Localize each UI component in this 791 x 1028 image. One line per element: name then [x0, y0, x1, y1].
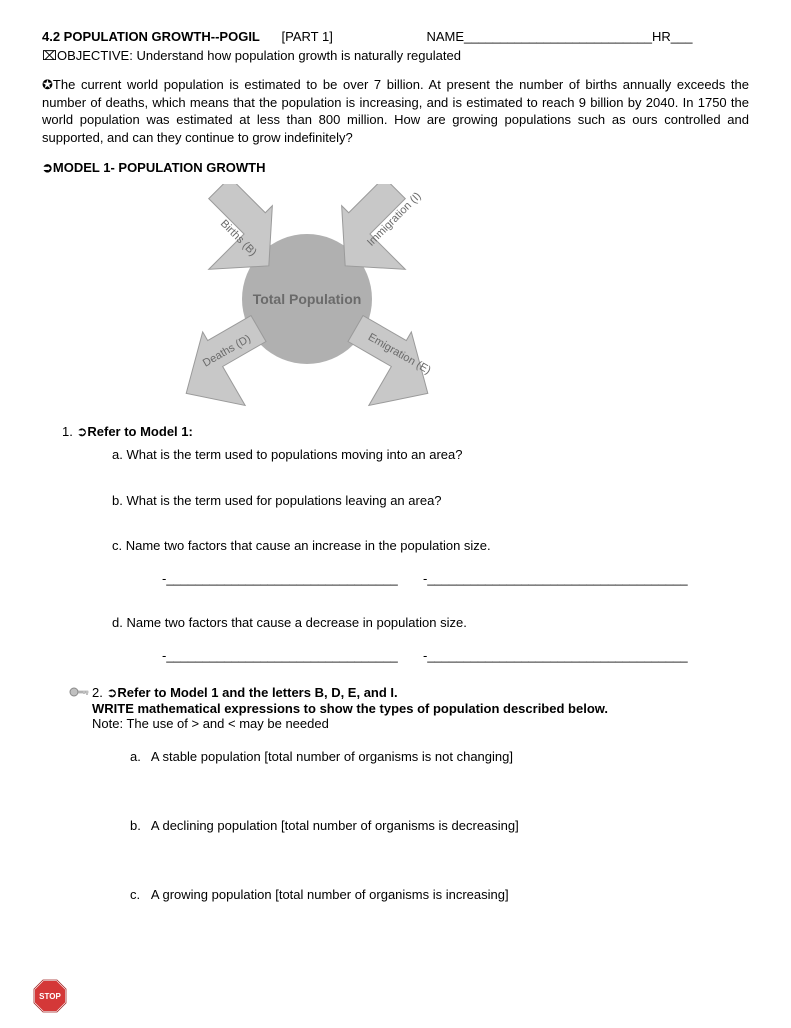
q2-a-lett: a.	[130, 749, 148, 764]
q2-b: b. A declining population [total number …	[130, 818, 749, 833]
q2-note: Note: The use of > and < may be needed	[92, 716, 749, 731]
q1c-blank1[interactable]: -________________________________	[162, 571, 398, 586]
q1-num: 1.	[62, 424, 73, 439]
objective-line: ⌧OBJECTIVE: Understand how population gr…	[42, 48, 749, 64]
q2-a-text: A stable population [total number of org…	[151, 749, 513, 764]
q1-d-blanks[interactable]: -________________________________ -_____…	[162, 648, 749, 663]
q1d-blank1[interactable]: -________________________________	[162, 648, 398, 663]
doc-title: 4.2 POPULATION GROWTH--POGIL	[42, 29, 260, 44]
q2-ref: Refer to Model 1 and the letters B, D, E…	[117, 685, 397, 700]
q1-bullet: ➲	[76, 424, 87, 439]
model-1-title: ➲MODEL 1- POPULATION GROWTH	[42, 160, 749, 176]
q2-b-text: A declining population [total number of …	[151, 818, 519, 833]
q1-d: d. Name two factors that cause a decreas…	[112, 614, 749, 632]
key-icon	[68, 683, 90, 701]
name-label: NAME	[426, 29, 464, 44]
name-blank[interactable]: __________________________	[464, 29, 652, 44]
question-2: 2. ➲Refer to Model 1 and the letters B, …	[42, 685, 749, 902]
q1-c: c. Name two factors that cause an increa…	[112, 537, 749, 555]
intro-bullet: ✪	[42, 77, 53, 92]
q2-num: 2.	[92, 685, 103, 700]
question-1: 1. ➲Refer to Model 1:	[62, 424, 749, 440]
q2-c-lett: c.	[130, 887, 148, 902]
intro-paragraph: ✪The current world population is estimat…	[42, 76, 749, 146]
model-text: MODEL 1- POPULATION GROWTH	[53, 160, 266, 175]
q1-ref: Refer to Model 1:	[87, 424, 192, 439]
diagram-center-label: Total Population	[253, 291, 362, 307]
q2-line2: WRITE mathematical expressions to show t…	[92, 701, 749, 716]
worksheet-page: 4.2 POPULATION GROWTH--POGIL [PART 1] NA…	[0, 0, 791, 1028]
stop-sign-icon: STOP	[32, 978, 68, 1014]
q1c-blank2[interactable]: -____________________________________	[423, 571, 688, 586]
q2-line1: 2. ➲Refer to Model 1 and the letters B, …	[92, 685, 749, 701]
q1d-blank2[interactable]: -____________________________________	[423, 648, 688, 663]
hr-blank[interactable]: ___	[671, 29, 693, 44]
doc-part: [PART 1]	[282, 29, 333, 44]
population-diagram: Births (B) Immigration (I) Deaths (D) Em…	[152, 184, 749, 414]
q2-c: c. A growing population [total number of…	[130, 887, 749, 902]
intro-text: The current world population is estimate…	[42, 77, 749, 145]
q2-b-lett: b.	[130, 818, 148, 833]
page-header: 4.2 POPULATION GROWTH--POGIL [PART 1] NA…	[42, 28, 749, 46]
q1-c-blanks[interactable]: -________________________________ -_____…	[162, 571, 749, 586]
q2-a: a. A stable population [total number of …	[130, 749, 749, 764]
q1-b: b. What is the term used for populations…	[112, 492, 749, 510]
objective-prefix: ⌧OBJECTIVE:	[42, 48, 133, 63]
q2-c-text: A growing population [total number of or…	[151, 887, 509, 902]
q2-bullet: ➲	[106, 685, 117, 700]
model-bullet: ➲	[42, 160, 53, 175]
q1-a: a. What is the term used to populations …	[112, 446, 749, 464]
stop-label: STOP	[39, 992, 61, 1001]
objective-text: Understand how population growth is natu…	[133, 48, 461, 63]
diagram-svg: Births (B) Immigration (I) Deaths (D) Em…	[152, 184, 462, 414]
hr-label: HR	[652, 29, 671, 44]
